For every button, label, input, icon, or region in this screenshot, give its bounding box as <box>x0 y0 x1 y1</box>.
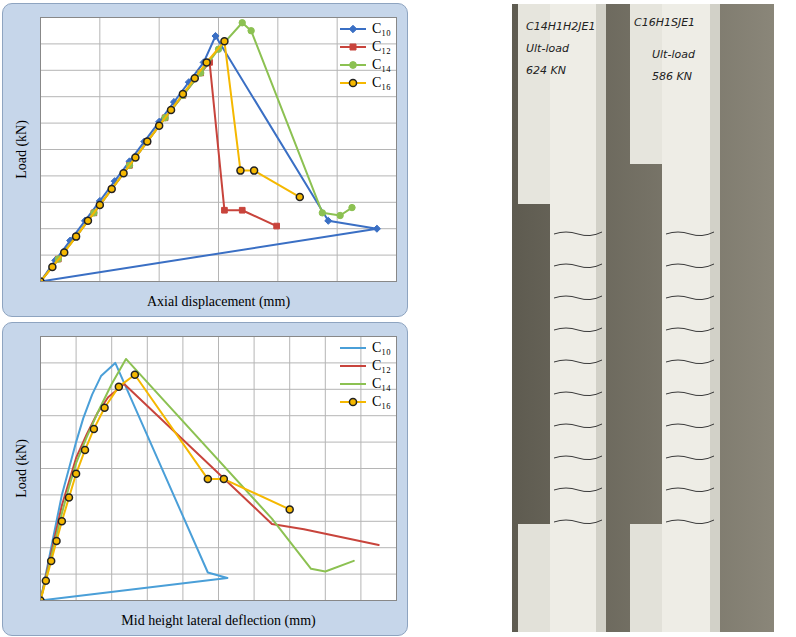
svg-text:C14H1H2JE1Ult-load624 KN: C14H1H2JE1Ult-load624 KN <box>526 20 595 77</box>
html-text:C₁₄: C₁₄ <box>371 57 391 72</box>
html-text:C₁₀: C₁₀ <box>371 21 391 36</box>
svg-text:C16H1SJE1Ult-load586 KN: C16H1SJE1Ult-load586 KN <box>634 16 696 83</box>
svg-text:Load (kN): Load (kN) <box>14 439 30 498</box>
html-text:C₁₆: C₁₆ <box>371 75 391 90</box>
html-text:C₁₀: C₁₀ <box>371 340 391 355</box>
svg-text:Mid height lateral deflection: Mid height lateral deflection (mm) <box>121 613 316 629</box>
html-text:C₁₆: C₁₆ <box>371 394 391 409</box>
html-text:C₁₂: C₁₂ <box>371 358 391 373</box>
html-text:C₁₂: C₁₂ <box>371 39 391 54</box>
svg-text:Axial displacement (mm): Axial displacement (mm) <box>147 294 290 310</box>
svg-text:Load (kN): Load (kN) <box>14 120 30 179</box>
html-text:C₁₄: C₁₄ <box>371 376 391 391</box>
